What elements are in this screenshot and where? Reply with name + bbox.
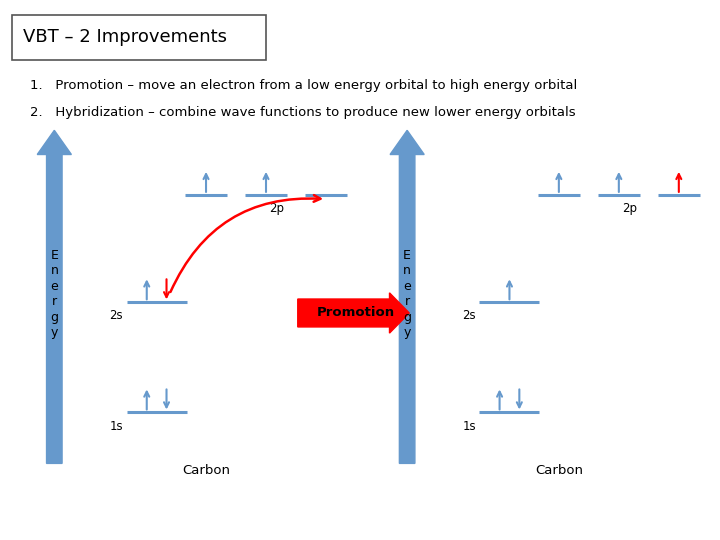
FancyArrow shape (37, 130, 71, 463)
Text: 1s: 1s (109, 420, 123, 433)
Text: 2s: 2s (462, 309, 476, 322)
Text: Promotion: Promotion (317, 307, 395, 320)
FancyBboxPatch shape (12, 15, 266, 60)
FancyArrowPatch shape (171, 195, 320, 292)
Text: 2p: 2p (622, 202, 637, 215)
Text: E
n
e
r
g
y: E n e r g y (50, 249, 58, 340)
FancyArrow shape (298, 293, 409, 333)
Text: 2s: 2s (109, 309, 123, 322)
Text: Carbon: Carbon (535, 464, 583, 477)
Text: Carbon: Carbon (182, 464, 230, 477)
Text: VBT – 2 Improvements: VBT – 2 Improvements (22, 29, 227, 46)
Text: 1s: 1s (462, 420, 476, 433)
Text: 1.   Promotion – move an electron from a low energy orbital to high energy orbit: 1. Promotion – move an electron from a l… (30, 79, 577, 92)
Text: E
n
e
r
g
y: E n e r g y (403, 249, 411, 340)
Text: 2.   Hybridization – combine wave functions to produce new lower energy orbitals: 2. Hybridization – combine wave function… (30, 106, 575, 119)
Text: 2p: 2p (269, 202, 284, 215)
FancyArrow shape (390, 130, 424, 463)
